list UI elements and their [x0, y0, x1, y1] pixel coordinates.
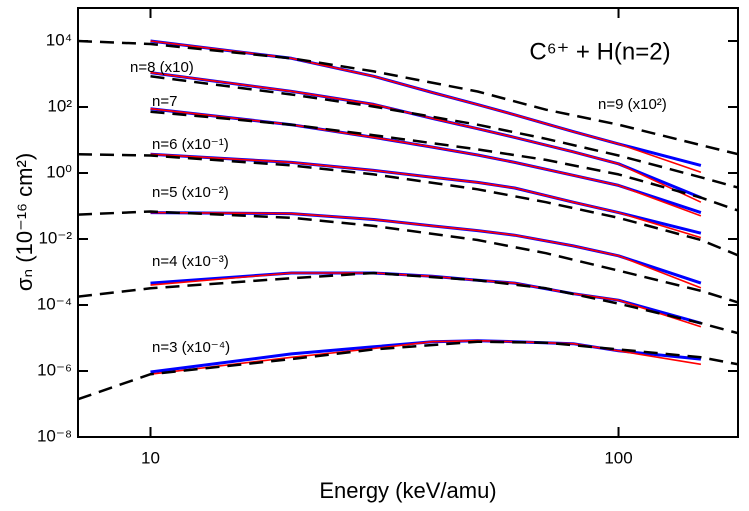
annotation: n=3 (x10⁻⁴) [152, 339, 230, 356]
line [150, 107, 702, 217]
line [150, 40, 702, 174]
line [150, 271, 702, 325]
y-axis-label: σₙ (10⁻¹⁶ cm²) [12, 153, 37, 291]
annotation: n=7 [152, 93, 177, 110]
y-tick-label: 10⁻⁶ [37, 360, 72, 379]
plot-frame [77, 7, 739, 438]
annotation: n=8 (x10) [130, 59, 194, 76]
dashed-line [78, 39, 738, 156]
y-tick-label: 10⁰ [46, 162, 72, 181]
y-tick-label: 10⁻² [38, 228, 72, 247]
y-tick-label: 10⁻⁴ [37, 294, 72, 313]
chart-title: C⁶⁺ + H(n=2) [529, 38, 670, 65]
dashed-line [78, 152, 738, 257]
x-tick-label: 100 [604, 448, 632, 467]
y-tick-label: 10² [47, 96, 72, 115]
line [150, 71, 702, 203]
annotation: n=9 (x10²) [598, 96, 667, 113]
dashed-line [78, 210, 738, 304]
dashed-line [150, 75, 738, 189]
line [150, 211, 702, 285]
y-tick-label: 10⁻⁸ [37, 426, 72, 445]
annotation: n=5 (x10⁻²) [152, 184, 229, 201]
annotation: n=4 (x10⁻³) [152, 253, 229, 270]
x-tick-label: 10 [141, 448, 160, 467]
dashed-line [150, 110, 738, 212]
line [150, 272, 702, 328]
line [150, 211, 702, 289]
y-tick-label: 10⁴ [46, 30, 72, 49]
dashed-line [78, 271, 738, 335]
x-axis-label: Energy (keV/amu) [319, 478, 496, 503]
line [150, 152, 702, 235]
dashed-line [78, 340, 738, 401]
line [150, 153, 702, 239]
annotation: n=6 (x10⁻¹) [152, 136, 229, 153]
